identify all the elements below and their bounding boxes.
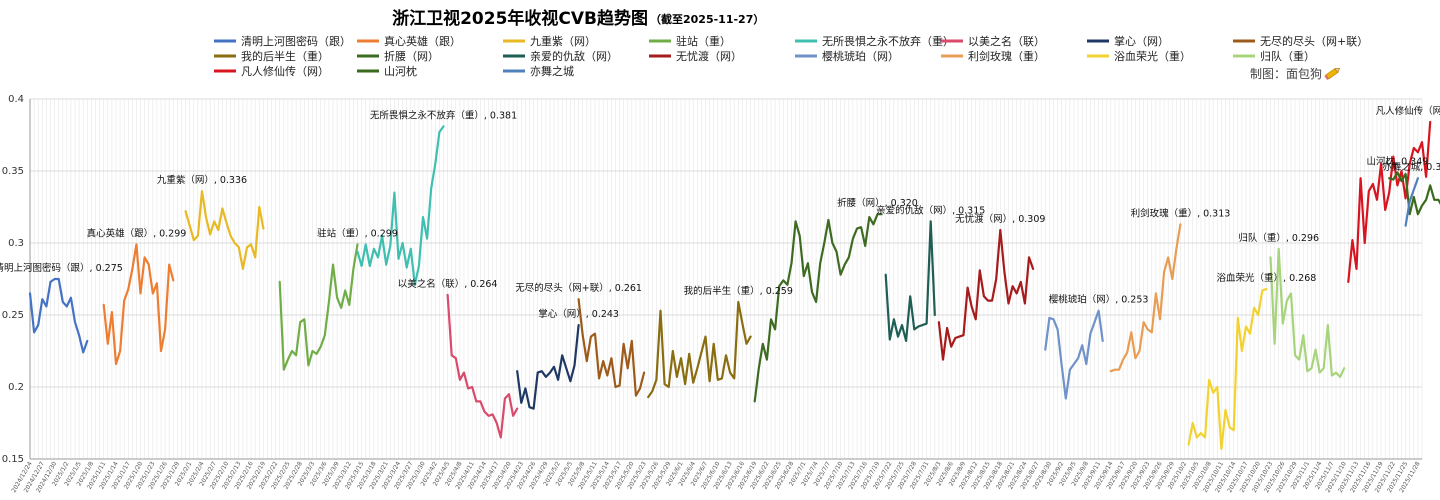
- axes: 0.150.20.250.30.350.42024/12/242024/12/2…: [2, 94, 1422, 494]
- credit: 制图：面包狗: [1250, 67, 1341, 81]
- legend-label: 驻站（重）: [676, 34, 731, 48]
- legend-label: 以美之名（联）: [968, 34, 1045, 48]
- y-tick-label: 0.4: [8, 94, 24, 105]
- series-line: [102, 243, 175, 366]
- chart-title: 浙江卫视2025年收视CVB趋势图: [392, 8, 648, 29]
- series-line: [1109, 223, 1182, 373]
- series-line: [516, 324, 580, 410]
- data-label: 山河枕, 0.349: [1367, 155, 1429, 167]
- series-line: [1404, 177, 1420, 227]
- data-label: 无所畏惧之永不放弃（重）, 0.381: [370, 109, 517, 121]
- series-line: [446, 293, 519, 439]
- grid: [29, 98, 1423, 460]
- legend-label: 亦舞之城: [530, 64, 574, 78]
- series-line: [884, 220, 936, 342]
- legend-label: 真心英雄（跟）: [384, 34, 461, 48]
- data-label: 亲爱的仇敌（网）, 0.315: [876, 204, 985, 216]
- data-label: 浴血荣光（重）, 0.268: [1217, 272, 1317, 284]
- data-label: 归队（重）, 0.296: [1238, 232, 1319, 244]
- data-label: 清明上河图密码（跟）, 0.275: [0, 262, 123, 274]
- data-label: 无尽的尽头（网+联）, 0.261: [515, 282, 642, 294]
- pencil-icon: [1324, 67, 1341, 81]
- legend-label: 清明上河图密码（跟）: [241, 34, 351, 48]
- series-line: [1187, 288, 1268, 450]
- credit-text: 制图：面包狗: [1250, 67, 1322, 81]
- y-tick-label: 0.3: [8, 238, 24, 249]
- y-tick-label: 0.2: [8, 382, 24, 393]
- y-tick-label: 0.25: [2, 310, 24, 321]
- data-annotations: 清明上河图密码（跟）, 0.275 真心英雄（跟）, 0.299 九重紫（网）, 0…: [0, 105, 1440, 320]
- legend-label: 九重紫（网）: [530, 34, 596, 48]
- y-tick-label: 0.15: [2, 454, 24, 465]
- legend: 清明上河图密码（跟） 真心英雄（跟） 九重紫（网） 驻站（重） 无所畏惧之永不放弃（重）…: [214, 34, 1368, 78]
- data-label: 九重紫（网）, 0.336: [157, 174, 247, 186]
- series-line: [753, 213, 883, 403]
- legend-label: 无尽的尽头（网+联）: [1260, 34, 1368, 48]
- chart-subtitle: （截至2025-11-27）: [650, 12, 764, 26]
- y-tick-label: 0.35: [2, 166, 24, 177]
- legend-label: 凡人修仙传（网）: [241, 64, 329, 78]
- legend-label: 樱桃琥珀（网）: [822, 49, 899, 63]
- data-label: 凡人修仙传（网）, 0.384: [1376, 105, 1440, 117]
- legend-label: 我的后半生（重）: [241, 49, 329, 63]
- legend-label: 折腰（网）: [384, 49, 439, 63]
- series-line: [28, 277, 89, 354]
- series-line: [278, 243, 359, 371]
- legend-label: 无所畏惧之永不放弃（重）: [822, 34, 954, 48]
- data-label: 以美之名（联）, 0.264: [398, 278, 498, 290]
- legend-label: 利剑玫瑰（重）: [968, 49, 1045, 63]
- data-label: 掌心（网）, 0.243: [538, 308, 619, 320]
- data-label: 利剑玫瑰（重）, 0.313: [1131, 207, 1231, 219]
- series-line: [1044, 309, 1104, 400]
- data-label: 真心英雄（跟）, 0.299: [87, 227, 187, 239]
- legend-label: 山河枕: [384, 64, 417, 78]
- series-line: [1347, 120, 1432, 283]
- data-label: 驻站（重）, 0.299: [317, 227, 398, 239]
- legend-label: 归队（重）: [1260, 49, 1315, 63]
- data-label: 折腰（网）, 0.320: [837, 197, 918, 209]
- legend-label: 无忧渡（网）: [676, 49, 742, 63]
- series-line: [937, 228, 1035, 361]
- data-label: 亦舞之城, 0.345: [1382, 161, 1440, 173]
- legend-label: 浴血荣光（重）: [1114, 49, 1191, 63]
- series-line: [184, 190, 265, 270]
- data-label: 无忧渡（网）, 0.309: [955, 213, 1045, 225]
- series-line: [647, 300, 752, 399]
- series-lines: [28, 120, 1440, 450]
- legend-label: 掌心（网）: [1114, 34, 1169, 48]
- data-label: 我的后半生（重）, 0.259: [684, 285, 793, 297]
- series-line: [1388, 171, 1440, 216]
- data-label: 樱桃琥珀（网）, 0.253: [1049, 294, 1149, 306]
- series-line: [1269, 247, 1346, 378]
- series-line: [577, 298, 646, 397]
- series-line: [356, 125, 445, 286]
- legend-label: 亲爱的仇敌（网）: [530, 49, 618, 63]
- chart-title-group: 浙江卫视2025年收视CVB趋势图 （截至2025-11-27）: [392, 8, 764, 29]
